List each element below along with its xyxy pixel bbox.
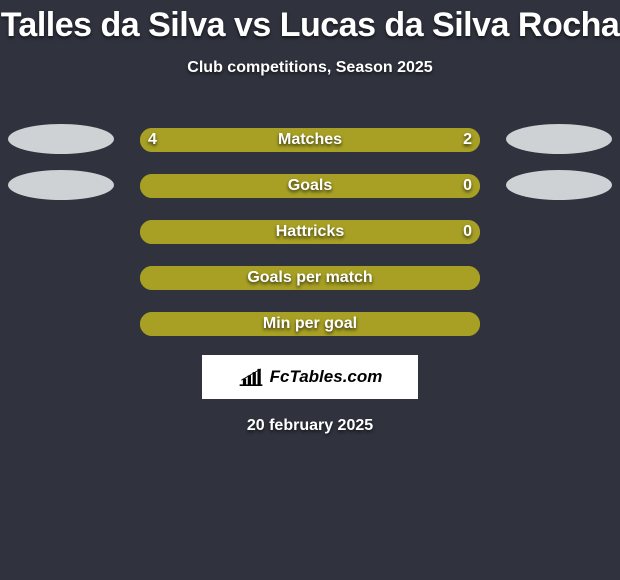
page-title: Talles da Silva vs Lucas da Silva Rocha (0, 0, 620, 45)
bar-track (140, 128, 480, 152)
comparison-row: Hattricks0 (0, 209, 620, 255)
bar-fill-left (140, 174, 480, 198)
comparison-row: Goals per match (0, 255, 620, 301)
subtitle: Club competitions, Season 2025 (0, 59, 620, 77)
comparison-chart: Matches42Goals0Hattricks0Goals per match… (0, 117, 620, 347)
bar-fill-left (140, 128, 367, 152)
comparison-row: Min per goal (0, 301, 620, 347)
watermark-text: FcTables.com (270, 367, 383, 387)
bar-fill-right (367, 128, 480, 152)
bar-track (140, 174, 480, 198)
comparison-row: Goals0 (0, 163, 620, 209)
bar-chart-icon (238, 366, 264, 388)
bar-track (140, 312, 480, 336)
watermark: FcTables.com (202, 355, 418, 399)
bar-track (140, 266, 480, 290)
bar-track (140, 220, 480, 244)
player-photo-left (8, 170, 114, 200)
player-photo-right (506, 124, 612, 154)
comparison-row: Matches42 (0, 117, 620, 163)
player-photo-right (506, 170, 612, 200)
bar-fill-left (140, 312, 480, 336)
date-text: 20 february 2025 (0, 417, 620, 435)
player-photo-left (8, 124, 114, 154)
bar-fill-left (140, 266, 480, 290)
bar-fill-left (140, 220, 480, 244)
